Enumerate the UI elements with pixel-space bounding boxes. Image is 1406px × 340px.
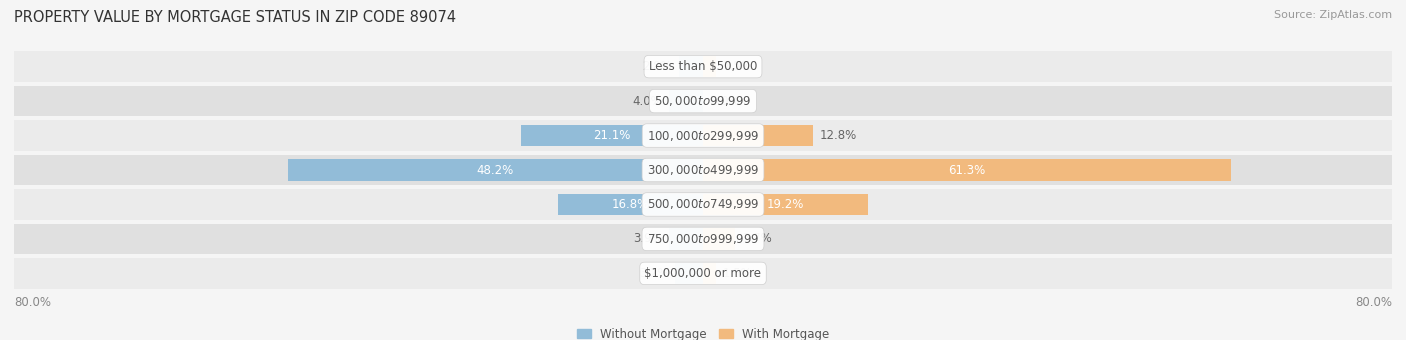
Bar — [14, 224, 1392, 254]
Text: $300,000 to $499,999: $300,000 to $499,999 — [647, 163, 759, 177]
Bar — [288, 159, 703, 181]
Text: 61.3%: 61.3% — [948, 164, 986, 176]
Text: $100,000 to $299,999: $100,000 to $299,999 — [647, 129, 759, 142]
Text: Less than $50,000: Less than $50,000 — [648, 60, 758, 73]
Bar — [669, 228, 703, 250]
Bar — [522, 125, 703, 146]
Text: 21.1%: 21.1% — [593, 129, 631, 142]
Bar — [14, 155, 1392, 185]
Bar — [679, 56, 703, 77]
Text: 3.9%: 3.9% — [633, 233, 662, 245]
Text: 80.0%: 80.0% — [1355, 296, 1392, 309]
Bar — [703, 228, 735, 250]
Bar — [703, 56, 716, 77]
Bar — [675, 263, 703, 284]
Text: 1.5%: 1.5% — [723, 267, 752, 280]
Bar — [14, 51, 1392, 82]
Bar — [14, 86, 1392, 116]
Text: 1.5%: 1.5% — [723, 60, 752, 73]
Text: 4.0%: 4.0% — [631, 95, 662, 107]
Bar — [703, 159, 1230, 181]
Legend: Without Mortgage, With Mortgage: Without Mortgage, With Mortgage — [572, 323, 834, 340]
Text: 19.2%: 19.2% — [768, 198, 804, 211]
Text: 48.2%: 48.2% — [477, 164, 515, 176]
Bar — [669, 90, 703, 112]
Text: 16.8%: 16.8% — [612, 198, 650, 211]
Text: PROPERTY VALUE BY MORTGAGE STATUS IN ZIP CODE 89074: PROPERTY VALUE BY MORTGAGE STATUS IN ZIP… — [14, 10, 456, 25]
Bar — [703, 125, 813, 146]
Text: $750,000 to $999,999: $750,000 to $999,999 — [647, 232, 759, 246]
Text: 2.8%: 2.8% — [643, 60, 672, 73]
Bar — [558, 194, 703, 215]
Text: $50,000 to $99,999: $50,000 to $99,999 — [654, 94, 752, 108]
Bar — [14, 258, 1392, 289]
Text: 3.7%: 3.7% — [742, 233, 772, 245]
Text: 0.0%: 0.0% — [710, 95, 740, 107]
Bar — [703, 194, 869, 215]
Bar — [14, 189, 1392, 220]
Text: $500,000 to $749,999: $500,000 to $749,999 — [647, 198, 759, 211]
Text: $1,000,000 or more: $1,000,000 or more — [644, 267, 762, 280]
Text: 3.2%: 3.2% — [638, 267, 669, 280]
Text: 80.0%: 80.0% — [14, 296, 51, 309]
Text: Source: ZipAtlas.com: Source: ZipAtlas.com — [1274, 10, 1392, 20]
Bar — [14, 120, 1392, 151]
Text: 12.8%: 12.8% — [820, 129, 858, 142]
Bar — [703, 263, 716, 284]
